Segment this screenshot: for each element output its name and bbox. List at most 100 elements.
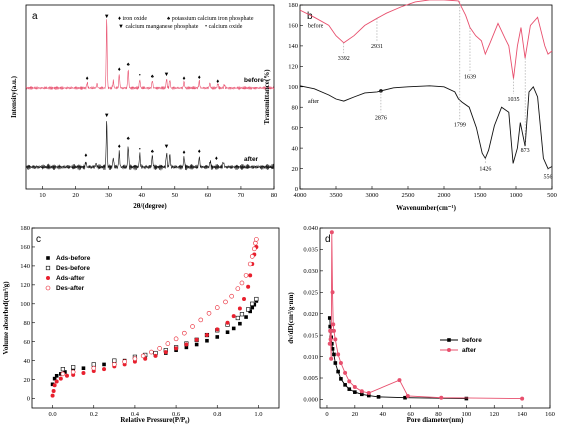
data-point xyxy=(163,350,168,355)
panel-b-x-ticks: 4000 3500 3000 2500 2000 1500 1000 500 xyxy=(294,186,557,199)
x-tick-label: 2500 xyxy=(402,192,415,199)
data-point xyxy=(360,392,364,397)
data-point xyxy=(359,389,364,394)
annotation-label: 1426 xyxy=(479,167,491,173)
data-point xyxy=(50,382,55,387)
data-point xyxy=(91,362,96,367)
data-point xyxy=(376,395,381,399)
x-tick-label: 60 xyxy=(205,192,212,199)
series-line xyxy=(299,0,553,79)
panel-b-label: b xyxy=(307,11,313,22)
annotation-label: 2876 xyxy=(375,115,387,121)
peak-marker: ♠ xyxy=(127,62,131,68)
data-point xyxy=(71,365,76,370)
data-point xyxy=(58,376,63,381)
panel-a-label: a xyxy=(32,11,38,22)
panel-b-plot-frame xyxy=(299,4,553,190)
y-tick-label: 120 xyxy=(20,282,30,289)
x-tick-label: 10 xyxy=(39,192,46,199)
x-tick-label: 0.2 xyxy=(90,411,98,418)
data-point xyxy=(214,305,220,310)
data-point xyxy=(246,284,251,289)
series-label: before xyxy=(244,77,264,84)
data-point xyxy=(149,349,154,355)
x-tick-label: 1500 xyxy=(474,192,487,199)
x-tick-label: 70 xyxy=(238,192,245,199)
panel-c-x-ticks: 0.0 0.2 0.4 0.6 0.8 1.0 xyxy=(49,405,262,418)
panel-c-y-axis-label: Volume absorbed(cm³/g) xyxy=(2,281,10,355)
y-tick-label: 0 xyxy=(295,186,298,193)
data-point xyxy=(331,322,336,327)
y-tick-label: 0.030 xyxy=(303,268,318,275)
peak-marker: • xyxy=(139,147,141,153)
peak-marker: ♦ xyxy=(183,76,186,82)
peak-marker: ♦ xyxy=(118,67,121,73)
data-point xyxy=(347,379,352,384)
data-point xyxy=(253,240,258,246)
legend-label: Ads-after xyxy=(56,275,85,282)
legend-label: Ads-before xyxy=(56,255,91,262)
series-label: after xyxy=(244,156,259,163)
data-point xyxy=(343,383,347,387)
data-point xyxy=(353,390,357,394)
data-point xyxy=(352,385,357,389)
x-tick-label: 500 xyxy=(547,192,557,199)
data-point xyxy=(330,290,335,295)
legend-marker xyxy=(45,265,51,271)
data-point xyxy=(239,312,245,317)
data-point xyxy=(464,396,469,401)
data-point xyxy=(250,301,255,306)
data-point xyxy=(347,387,352,391)
data-point xyxy=(52,376,57,381)
data-point xyxy=(243,273,249,278)
x-tick-label: 120 xyxy=(489,411,499,418)
data-point xyxy=(336,352,341,357)
y-tick-label: 100 xyxy=(20,301,30,308)
data-point xyxy=(153,353,158,358)
data-point xyxy=(70,369,76,375)
panel-b-y-axis-label: Transmittance(%) xyxy=(263,69,271,125)
legend-marker xyxy=(447,348,451,352)
data-point xyxy=(327,316,332,320)
legend-label: Des-after xyxy=(56,285,85,292)
y-tick-label: 80 xyxy=(24,320,31,327)
legend-entry: ▼ calcium manganese phosphate xyxy=(118,24,199,30)
peak-marker: ♦ xyxy=(198,149,201,155)
data-point xyxy=(225,330,230,335)
data-point xyxy=(329,230,334,235)
data-point xyxy=(112,362,117,367)
annotation-label: 1035 xyxy=(507,97,519,103)
data-point xyxy=(397,378,402,383)
data-point xyxy=(520,396,525,401)
x-tick-label: 80 xyxy=(435,411,442,418)
x-tick-label: 1.0 xyxy=(254,411,262,418)
data-point xyxy=(182,330,187,336)
panel-d-y-axis-label: dv/dD(cm³/g·nm) xyxy=(287,292,295,344)
peak-marker: ♦ xyxy=(198,75,201,81)
data-point xyxy=(239,280,245,286)
data-point xyxy=(194,337,199,342)
data-point xyxy=(366,391,371,395)
data-point xyxy=(246,307,251,312)
y-tick-label: 0.035 xyxy=(303,247,318,254)
data-point xyxy=(91,365,97,371)
legend-entry: ♦ iron oxide xyxy=(118,16,147,22)
data-point xyxy=(215,327,220,332)
data-point xyxy=(343,370,348,375)
data-point xyxy=(231,314,236,319)
data-point xyxy=(205,338,209,343)
y-tick-label: 160 xyxy=(288,23,298,30)
data-point xyxy=(215,335,220,339)
data-point xyxy=(54,373,59,378)
y-tick-label: 140 xyxy=(20,263,30,270)
x-tick-label: 20 xyxy=(72,192,79,199)
x-tick-label: 40 xyxy=(379,411,386,418)
data-point xyxy=(329,356,334,361)
legend-marker xyxy=(46,256,50,260)
panel-b-x-axis-label: Wavenumber(cm⁻¹) xyxy=(396,204,457,212)
data-point xyxy=(54,379,59,384)
data-point xyxy=(244,315,248,319)
panel-d-y-ticks: 0.000 0.005 0.010 0.015 0.020 0.025 0.030 0.035… xyxy=(303,225,323,404)
x-tick-label: 4000 xyxy=(294,192,307,199)
data-point xyxy=(330,347,335,351)
